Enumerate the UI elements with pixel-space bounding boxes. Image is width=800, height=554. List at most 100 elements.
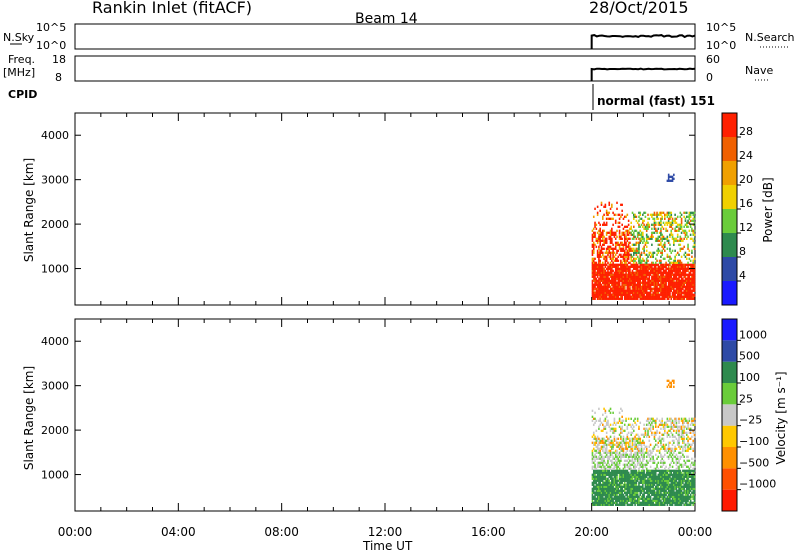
heatmap-cell [609, 445, 612, 448]
heatmap-cell [658, 483, 661, 486]
heatmap-cell [596, 487, 599, 490]
heatmap-cell [642, 231, 644, 234]
heatmap-cell [623, 475, 626, 478]
heatmap-cell [687, 497, 689, 500]
heatmap-cell [692, 419, 695, 422]
heatmap-cell [645, 259, 648, 262]
heatmap-cell [609, 293, 612, 296]
heatmap-cell [596, 205, 599, 208]
heatmap-cell [651, 255, 653, 258]
heatmap-cell [654, 501, 657, 504]
heatmap-cell [675, 279, 678, 282]
heatmap-cell [617, 283, 620, 286]
heatmap-cell [623, 279, 626, 282]
heatmap-cell [602, 461, 604, 464]
heatmap-cell [638, 269, 640, 272]
heatmap-cell [604, 451, 607, 454]
heatmap-cell [635, 261, 638, 264]
heatmap-cell [654, 439, 657, 442]
heatmap-cell [617, 297, 620, 300]
heatmap-cell [666, 423, 669, 426]
heatmap-cell [680, 213, 683, 216]
heatmap-cell [600, 455, 603, 458]
heatmap-cell [596, 253, 599, 256]
heatmap-cell [652, 269, 654, 272]
heatmap-cell [623, 239, 626, 242]
heatmap-cell [634, 497, 636, 500]
colorbar-tick-label: 8 [739, 245, 746, 258]
heatmap-cell [605, 431, 608, 434]
heatmap-cell [692, 461, 695, 464]
heatmap-cell [643, 297, 645, 300]
heatmap-cell [620, 407, 622, 410]
heatmap-cell [664, 425, 666, 428]
heatmap-cell [625, 479, 627, 482]
heatmap-cell [644, 427, 647, 430]
heatmap-cell [608, 297, 611, 300]
heatmap-cell [669, 175, 671, 178]
heatmap-cell [649, 265, 652, 268]
heatmap-cell [645, 467, 648, 470]
heatmap-cell [644, 271, 647, 274]
heatmap-cell [679, 481, 682, 484]
heatmap-cell [616, 269, 618, 272]
heatmap-cell [660, 453, 662, 456]
heatmap-cell [591, 257, 594, 260]
heatmap-cell [636, 487, 639, 490]
heatmap-cell [636, 491, 639, 494]
heatmap-cell [673, 237, 675, 240]
heatmap-cell [683, 429, 685, 432]
heatmap-cell [633, 481, 635, 484]
heatmap-cell [605, 251, 608, 254]
heatmap-cell [669, 451, 671, 454]
heatmap-cell [658, 221, 661, 224]
heatmap-cell [607, 461, 609, 464]
heatmap-cell [603, 267, 605, 270]
heatmap-cell [666, 419, 669, 422]
heatmap-cell [627, 283, 630, 286]
heatmap-cell [652, 455, 654, 458]
heatmap-cell [602, 469, 604, 472]
heatmap-cell [675, 477, 678, 480]
heatmap-cell [625, 439, 627, 442]
heatmap-cell [616, 273, 618, 276]
heatmap-cell [611, 263, 613, 266]
heatmap-cell [617, 421, 620, 424]
heatmap-cell [685, 473, 688, 476]
heatmap-cell [620, 203, 622, 206]
heatmap-cell [635, 437, 638, 440]
heatmap-cell [612, 447, 614, 450]
heatmap-cell [685, 263, 688, 266]
heatmap-cell [669, 385, 671, 388]
heatmap-cell [670, 175, 673, 178]
heatmap-cell [669, 465, 671, 468]
heatmap-cell [599, 283, 602, 286]
heatmap-cell [662, 443, 665, 446]
heatmap-cell [592, 465, 595, 468]
heatmap-cell [671, 233, 674, 236]
heatmap-cell [633, 293, 635, 296]
heatmap-cell [689, 489, 692, 492]
heatmap-cell [591, 419, 594, 422]
heatmap-cell [612, 269, 614, 272]
heatmap-cell [645, 427, 648, 430]
heatmap-cell [622, 447, 625, 450]
colorbar-segment [722, 257, 737, 281]
heatmap-cell [671, 485, 674, 488]
heatmap-cell [679, 473, 682, 476]
heatmap-cell [634, 289, 636, 292]
cpid-label: CPID [8, 88, 37, 101]
heatmap-cell [640, 277, 643, 280]
heatmap-cell [599, 241, 602, 244]
heatmap-cell [605, 293, 608, 296]
heatmap-cell [648, 277, 651, 280]
heatmap-cell [691, 491, 693, 494]
heatmap-cell [691, 291, 693, 294]
heatmap-cell [630, 291, 633, 294]
heatmap-cell [656, 213, 658, 216]
heatmap-cell [598, 271, 600, 274]
heatmap-cell [649, 297, 652, 300]
heatmap-cell [669, 491, 671, 494]
heatmap-cell [687, 267, 689, 270]
heatmap-cell [644, 501, 647, 504]
